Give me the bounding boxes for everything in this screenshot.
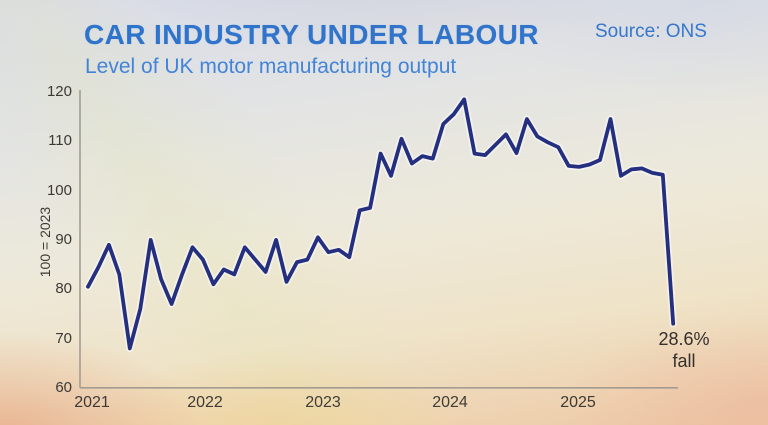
x-tick-label: 2024 [432, 394, 468, 411]
page-title: CAR INDUSTRY UNDER LABOUR [84, 19, 539, 50]
y-tick-label: 80 [55, 280, 72, 298]
y-tick-label: 90 [55, 230, 72, 248]
output-line [86, 97, 676, 351]
y-axis-title: 100 = 2023 [37, 206, 53, 278]
x-tick-label: 2025 [560, 394, 596, 411]
y-tick-label: 120 [46, 83, 72, 100]
annotation-fall-word: fall [672, 351, 696, 371]
annotation-fall: 28.6% fall [644, 328, 724, 372]
y-tick-label: 70 [55, 329, 72, 347]
y-tick-label: 110 [48, 132, 72, 150]
x-tick-label: 2022 [187, 394, 223, 411]
output-line-glow [84, 95, 677, 353]
annotation-fall-value: 28.6% [658, 329, 710, 349]
source-label: Source: ONS [595, 21, 707, 42]
x-tick-label: 2023 [305, 394, 341, 411]
y-axis-ticks: 120 110 100 90 80 70 60 [0, 0, 72, 425]
x-axis-ticks: 2021 2022 2023 2024 2025 [0, 394, 768, 418]
y-tick-label: 100 [46, 181, 72, 199]
x-tick-label: 2021 [74, 394, 110, 411]
chart-subtitle: Level of UK motor manufacturing output [85, 55, 457, 78]
y-tick-label: 60 [55, 378, 72, 396]
